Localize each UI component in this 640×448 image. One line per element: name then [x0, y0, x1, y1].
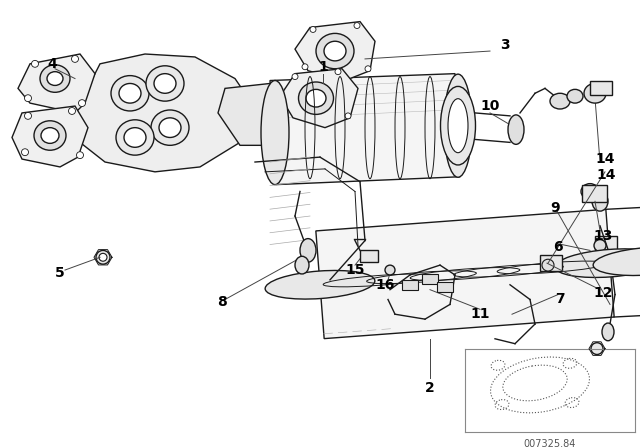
Ellipse shape	[298, 82, 333, 114]
Text: 13: 13	[593, 228, 612, 243]
Text: 4: 4	[47, 57, 57, 71]
Polygon shape	[295, 22, 375, 81]
Ellipse shape	[40, 65, 70, 92]
Ellipse shape	[593, 247, 640, 276]
Ellipse shape	[265, 271, 375, 299]
Text: 11: 11	[470, 307, 490, 321]
Polygon shape	[65, 54, 255, 172]
Ellipse shape	[591, 343, 603, 354]
Polygon shape	[316, 209, 614, 339]
Ellipse shape	[567, 89, 583, 103]
Bar	[360, 250, 378, 262]
Ellipse shape	[24, 95, 31, 102]
Ellipse shape	[159, 118, 181, 138]
Text: 14: 14	[596, 168, 616, 182]
Text: 2: 2	[425, 381, 435, 395]
Ellipse shape	[306, 89, 326, 107]
Text: 6: 6	[553, 241, 563, 254]
Bar	[540, 255, 562, 271]
Ellipse shape	[22, 149, 29, 155]
Ellipse shape	[72, 56, 79, 62]
Ellipse shape	[119, 83, 141, 103]
Ellipse shape	[295, 256, 309, 274]
Ellipse shape	[444, 74, 472, 177]
Polygon shape	[270, 73, 460, 185]
Ellipse shape	[324, 41, 346, 61]
Ellipse shape	[365, 66, 371, 72]
Ellipse shape	[345, 113, 351, 119]
Ellipse shape	[77, 152, 83, 159]
Ellipse shape	[555, 249, 640, 277]
Ellipse shape	[550, 93, 570, 109]
Ellipse shape	[508, 115, 524, 144]
Ellipse shape	[24, 112, 31, 119]
Ellipse shape	[292, 73, 298, 80]
Ellipse shape	[146, 66, 184, 101]
Ellipse shape	[151, 110, 189, 145]
Text: 12: 12	[593, 286, 612, 300]
Ellipse shape	[41, 128, 59, 143]
Ellipse shape	[335, 69, 341, 75]
Text: 14: 14	[595, 152, 615, 166]
Polygon shape	[218, 83, 285, 145]
Ellipse shape	[385, 265, 395, 275]
Polygon shape	[280, 69, 358, 128]
Text: 7: 7	[555, 293, 565, 306]
Bar	[590, 81, 612, 95]
Text: 3: 3	[500, 38, 510, 52]
Ellipse shape	[310, 26, 316, 32]
Ellipse shape	[261, 81, 289, 185]
Ellipse shape	[154, 73, 176, 93]
Ellipse shape	[116, 120, 154, 155]
Bar	[422, 274, 438, 284]
Ellipse shape	[542, 259, 554, 271]
Ellipse shape	[594, 240, 606, 251]
Ellipse shape	[354, 22, 360, 29]
Bar	[582, 185, 607, 202]
Ellipse shape	[302, 64, 308, 70]
Ellipse shape	[47, 72, 63, 86]
Bar	[402, 280, 418, 290]
Ellipse shape	[440, 86, 476, 165]
Ellipse shape	[602, 323, 614, 341]
Bar	[595, 236, 617, 250]
Text: 5: 5	[55, 266, 65, 280]
Ellipse shape	[111, 76, 149, 111]
Ellipse shape	[592, 191, 608, 211]
Ellipse shape	[581, 184, 599, 199]
Ellipse shape	[99, 254, 107, 261]
Text: 16: 16	[375, 278, 395, 292]
Ellipse shape	[68, 108, 76, 114]
Text: 8: 8	[217, 295, 227, 310]
Ellipse shape	[31, 60, 38, 67]
Ellipse shape	[34, 121, 66, 150]
Polygon shape	[18, 54, 95, 113]
Polygon shape	[12, 106, 88, 167]
Ellipse shape	[300, 239, 316, 262]
Ellipse shape	[448, 99, 468, 153]
Ellipse shape	[96, 250, 110, 264]
Ellipse shape	[282, 110, 288, 116]
Ellipse shape	[124, 128, 146, 147]
Ellipse shape	[584, 83, 606, 103]
Ellipse shape	[316, 34, 354, 69]
Text: 15: 15	[345, 263, 365, 277]
Text: 007325.84: 007325.84	[524, 439, 576, 448]
Text: 9: 9	[550, 201, 560, 215]
Ellipse shape	[79, 99, 86, 107]
Text: 1: 1	[318, 60, 328, 74]
Bar	[437, 282, 453, 292]
Text: 10: 10	[480, 99, 500, 113]
